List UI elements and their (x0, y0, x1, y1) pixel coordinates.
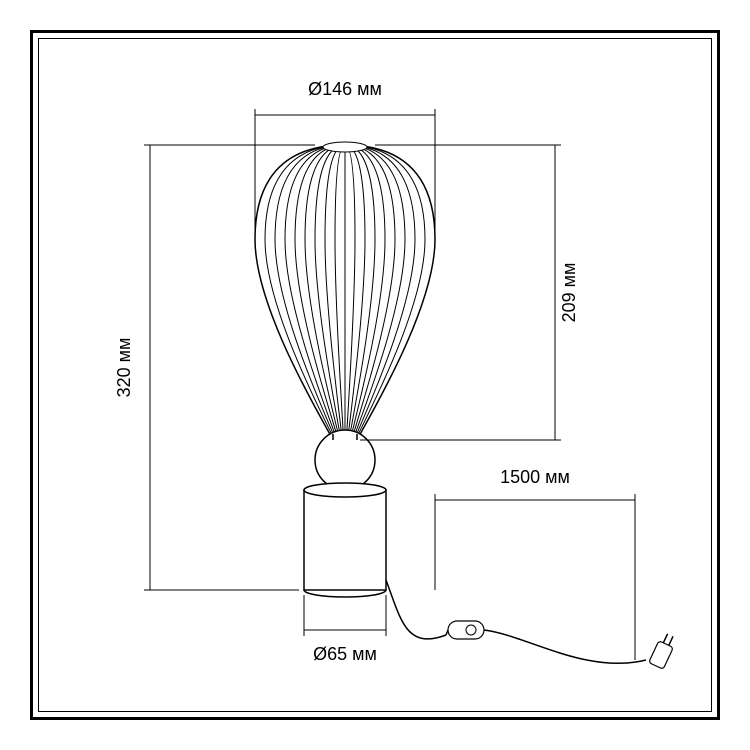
drawing-canvas: Ø146 мм 320 мм 209 мм 1500 мм Ø65 мм (0, 0, 750, 750)
dimension-label: Ø65 мм (313, 644, 377, 664)
dimension-label: 320 мм (114, 338, 134, 398)
dimension-label: Ø146 мм (308, 79, 382, 99)
dimension-label: 209 мм (559, 263, 579, 323)
dimension-label: 1500 мм (500, 467, 570, 487)
